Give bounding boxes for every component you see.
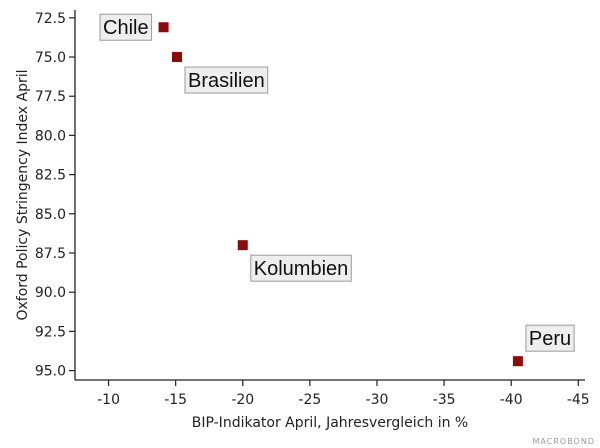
point-label-box [99, 13, 153, 41]
x-tick-label: -10 [97, 392, 120, 408]
x-tick-label: -40 [500, 392, 523, 408]
y-tick-label: 85.0 [35, 207, 66, 223]
y-axis-title: Oxford Policy Stringency Index April [15, 69, 31, 320]
point-label-kolumbien: Kolumbien [254, 258, 349, 280]
y-tick-label: 82.5 [35, 168, 66, 184]
y-tick-label: 80.0 [35, 128, 66, 144]
data-point-brasilien [172, 52, 182, 63]
y-tick-label: 72.5 [35, 11, 66, 27]
data-point-chile [158, 22, 169, 33]
y-tick-label: 75.0 [35, 50, 66, 66]
point-label-box [250, 254, 352, 282]
y-tick-label: 77.5 [35, 89, 66, 105]
point-label-chile: Chile [103, 17, 149, 39]
data-points [158, 22, 523, 367]
y-tick-label: 90.0 [35, 285, 66, 301]
source-credit: MACROBOND [533, 437, 595, 446]
point-label-peru: Peru [529, 328, 571, 350]
x-tick-label: -35 [433, 392, 456, 408]
point-label-brasilien: Brasilien [188, 70, 265, 92]
y-tick-label: 95.0 [35, 364, 66, 380]
y-ticks: 72.5 75.0 77.5 80.0 82.5 85.0 87.5 90.0 92.5 95.0 [35, 11, 75, 380]
data-point-kolumbien [237, 240, 248, 251]
x-tick-label: -30 [366, 392, 389, 408]
point-label-box [525, 324, 575, 352]
x-tick-label: -15 [164, 392, 187, 408]
point-label-box [184, 66, 269, 94]
x-ticks: -10 -15 -20 -25 -30 -35 -40 -45 [97, 380, 590, 408]
y-tick-label: 87.5 [35, 246, 66, 262]
y-tick-label: 92.5 [35, 324, 66, 340]
x-tick-label: -20 [231, 392, 254, 408]
x-tick-label: -45 [567, 392, 590, 408]
axes [74, 10, 585, 381]
point-labels: Chile Brasilien Kolumbien Peru [99, 13, 575, 352]
x-axis-title: BIP-Indikator April, Jahresvergleich in … [192, 415, 468, 431]
data-point-peru [512, 356, 523, 367]
x-tick-label: -25 [298, 392, 321, 408]
